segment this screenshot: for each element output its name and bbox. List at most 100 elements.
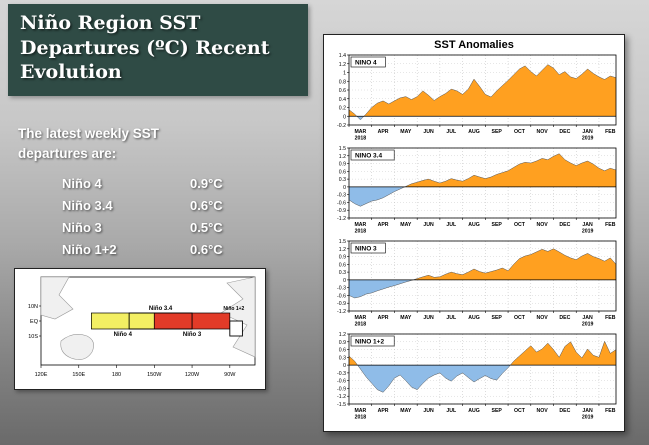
departure-region: Niño 1+2 [62,241,117,257]
x-tick-label: JUL [446,222,457,228]
x-tick-label-year: 2018 [355,322,367,328]
map-y-tick-label: 10N [28,304,38,310]
x-tick-label: DEC [559,315,570,321]
y-tick-label: 0.6 [339,88,346,94]
positive-anomaly-area [349,64,616,117]
y-tick-label: 1.5 [339,146,346,152]
y-tick-label: 0.6 [339,348,346,354]
anomaly-line [348,64,617,121]
x-tick-label: SEP [492,315,503,321]
y-tick-label: 0 [343,185,346,191]
negative-anomaly-area [349,186,616,207]
map-axes: 10N EQ 10S 120E 150E 180 150W 120W 90W [28,304,236,378]
x-tick-label: OCT [514,222,526,228]
x-tick-label: JUL [446,129,457,135]
departure-value: 0.6°C [190,241,223,257]
x-tick-label: NOV [537,129,549,135]
y-axis: 1.5 1.2 0.90.6 0.3 0 -0.3-0.6 -0.9 -1.2 [337,239,349,315]
y-tick-label: -0.2 [337,123,346,129]
sst-chart-nino-1-2: 1.20.90.60.30-0.3-0.6-0.9-1.2-1.5MAR2018… [337,332,617,421]
x-tick-label: JAN [582,222,593,228]
landmass-australia [60,334,94,360]
x-tick-label: APR [378,315,389,321]
y-tick-label: 0.6 [339,169,346,175]
map-y-tick-label: 10S [28,334,38,340]
y-tick-label: -1.5 [337,402,346,408]
x-tick-label-year: 2019 [582,136,594,142]
map-x-tick-label: 150E [72,372,85,378]
x-tick-label: JUL [446,408,457,414]
x-tick-label: NOV [537,408,549,414]
departure-value: 0.6°C [190,197,223,213]
anomaly-line [348,248,617,299]
x-tick-label: MAY [400,408,412,414]
y-tick-label: 1.4 [339,53,346,59]
y-tick-label: -0.3 [337,371,346,377]
y-tick-label: 0.3 [339,355,346,361]
plot-border [348,147,617,219]
anomaly-line [348,153,617,207]
departures-table: Niño 4 0.9°C Niño 3.4 0.6°C Niño 3 0.5°C Niño … [62,172,223,260]
x-tick-label: JUN [423,315,434,321]
charts-title: SST Anomalies [434,39,514,51]
nino-region-boxes: Niño 3.4 Niño 4 Niño 3 Niño 1+2 [91,306,245,338]
map-x-tick-label: 90W [224,372,236,378]
nino-regions-map: Niño 3.4 Niño 4 Niño 3 Niño 1+2 10N EQ 10S 120E… [14,268,266,390]
x-tick-label: APR [378,408,389,414]
x-tick-label-year: 2019 [582,322,594,328]
x-tick-label: AUG [468,129,480,135]
x-tick-label-year: 2018 [355,415,367,421]
nino-regions-map-svg: Niño 3.4 Niño 4 Niño 3 Niño 1+2 10N EQ 10S 120E… [28,276,256,378]
y-axis: 1.2 0.9 0.60.3 0 -0.3 -0.6-0.9 -1.2 -1.5 [337,332,349,408]
x-tick-label-year: 2019 [582,415,594,421]
y-tick-label: -0.9 [337,301,346,307]
chart-title: NINO 1+2 [355,339,384,346]
departure-row: Niño 3.4 0.6°C [62,194,223,216]
x-tick-label: JUL [446,315,457,321]
y-tick-label: 0.2 [339,106,346,112]
departure-row: Niño 3 0.5°C [62,216,223,238]
x-tick-label: MAR [354,408,366,414]
x-tick-label-year: 2019 [582,229,594,235]
nino34-label: Niño 3.4 [149,306,173,312]
x-tick-label: NOV [537,222,549,228]
departure-region: Niño 3.4 [62,197,113,213]
x-tick-label: JUN [423,408,434,414]
chart-title: NINO 4 [355,60,377,67]
y-tick-label: -1.2 [337,394,346,400]
y-tick-label: 0.6 [339,262,346,268]
nino12-region-box [229,320,243,337]
x-tick-label: FEB [605,129,616,135]
landmass-asia [40,276,74,320]
y-axis: 1.5 1.2 0.90.6 0.3 0 -0.3-0.6 -0.9 -1.2 [337,146,349,222]
x-tick-label-year: 2018 [355,136,367,142]
charts-container: 1.4 1.2 1 0.8 0.6 0.4 0.2 0 -0.2 MAR 2018 APR MAY JUN… [327,52,621,424]
positive-anomaly-area [413,248,616,280]
departure-value: 0.5°C [190,219,223,235]
nino4-region-box [91,312,155,330]
y-tick-label: 1 [343,71,346,77]
x-tick-label: NOV [537,315,549,321]
y-tick-label: 1.2 [339,332,346,338]
x-tick-label: OCT [514,408,526,414]
x-tick-label: JAN [582,408,593,414]
y-tick-label: 0 [343,114,346,120]
plot-border [348,333,617,405]
x-tick-label: DEC [559,222,570,228]
departure-row: Niño 1+2 0.6°C [62,238,223,260]
x-tick-label: SEP [492,222,503,228]
x-tick-label: MAY [400,129,412,135]
x-tick-label: FEB [605,222,616,228]
y-tick-label: 1.2 [339,62,346,68]
x-tick-label-year: 2018 [355,229,367,235]
map-x-tick-label: 120W [185,372,200,378]
y-tick-label: 1.5 [339,239,346,245]
x-tick-label: JUN [423,129,434,135]
y-tick-label: -1.2 [337,309,346,315]
x-tick-label: JUN [423,222,434,228]
y-tick-label: 1.2 [339,247,346,253]
